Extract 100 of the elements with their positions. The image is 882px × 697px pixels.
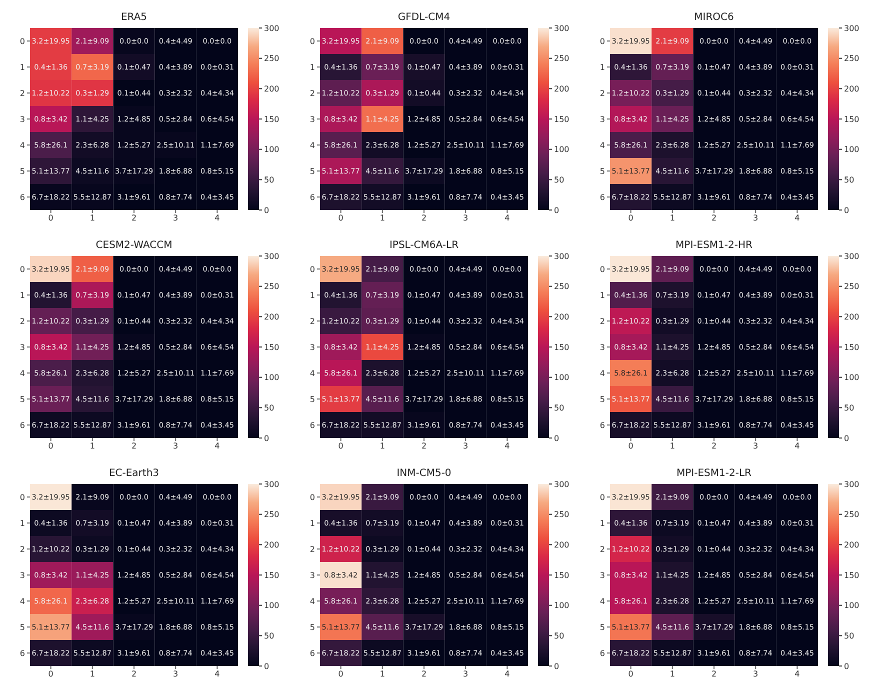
y-tick-label: 6 xyxy=(310,420,315,430)
y-tick-label: 2 xyxy=(600,544,605,554)
y-tick-label: 4 xyxy=(310,596,315,606)
color-bar-label: 0 xyxy=(554,662,560,671)
y-tick-label: 5 xyxy=(310,622,315,632)
y-tick-label: 5 xyxy=(600,394,605,404)
color-bar-label: 0 xyxy=(554,206,560,215)
y-tick-label: 1 xyxy=(20,62,25,72)
y-tick-label: 6 xyxy=(20,420,25,430)
y-tick-label: 1 xyxy=(310,290,315,300)
color-bar-label: 300 xyxy=(264,24,280,33)
chart-title: MIROC6 xyxy=(693,12,735,23)
y-tick-label: 2 xyxy=(20,544,25,554)
y-tick-label: 3 xyxy=(20,342,25,352)
color-bar-label: 0 xyxy=(554,434,560,443)
y-tick-label: 1 xyxy=(310,62,315,72)
x-tick-label: 0 xyxy=(628,442,634,451)
color-bar-label: 150 xyxy=(554,342,570,352)
y-tick-label: 0 xyxy=(20,36,25,46)
y-tick-label: 5 xyxy=(20,166,25,176)
color-bar-label: 0 xyxy=(264,434,270,443)
x-tick-label: 3 xyxy=(173,214,178,223)
color-bar-label: 100 xyxy=(844,145,860,154)
x-tick-label: 4 xyxy=(214,214,220,223)
color-bar-label: 150 xyxy=(264,114,280,124)
color-bar-label: 250 xyxy=(844,54,860,64)
color-bar-label: 300 xyxy=(264,252,280,261)
y-tick-label: 2 xyxy=(20,316,25,326)
color-bar-label: 50 xyxy=(264,175,274,184)
color-bar-label: 200 xyxy=(554,540,570,550)
y-tick-label: 0 xyxy=(600,492,605,502)
y-tick-label: 3 xyxy=(20,570,25,580)
x-tick-label: 3 xyxy=(753,442,758,451)
x-tick-label: 2 xyxy=(131,670,137,679)
y-tick-label: 1 xyxy=(600,518,605,528)
color-bar-label: 150 xyxy=(264,342,280,352)
x-tick-label: 4 xyxy=(504,442,510,451)
color-bar-label: 50 xyxy=(554,403,564,412)
y-tick-label: 2 xyxy=(20,88,25,98)
x-tick-label: 0 xyxy=(48,214,54,223)
y-tick-label: 3 xyxy=(310,570,315,580)
y-tick-label: 5 xyxy=(600,166,605,176)
color-bar-label: 50 xyxy=(554,631,564,640)
y-tick-label: 2 xyxy=(310,316,315,326)
y-tick-label: 1 xyxy=(20,518,25,528)
color-bar-label: 300 xyxy=(264,480,280,489)
y-tick-label: 4 xyxy=(600,140,605,150)
color-bar-label: 100 xyxy=(554,601,570,610)
x-tick-label: 3 xyxy=(463,442,468,451)
x-tick-label: 3 xyxy=(753,670,758,679)
y-tick-label: 5 xyxy=(310,166,315,176)
color-bar-label: 100 xyxy=(264,373,280,382)
x-tick-label: 0 xyxy=(338,670,344,679)
color-bar-label: 100 xyxy=(844,601,860,610)
x-tick-label: 1 xyxy=(670,670,675,679)
x-tick-label: 4 xyxy=(794,214,800,223)
color-bar-label: 250 xyxy=(554,54,570,64)
x-tick-label: 1 xyxy=(380,442,385,451)
y-tick-label: 0 xyxy=(20,492,25,502)
color-bar-label: 300 xyxy=(844,24,860,33)
y-tick-label: 6 xyxy=(310,648,315,658)
y-tick-label: 6 xyxy=(600,192,605,202)
color-bar-label: 200 xyxy=(844,540,860,550)
y-tick-label: 0 xyxy=(600,36,605,46)
x-tick-label: 3 xyxy=(173,442,178,451)
x-tick-label: 2 xyxy=(711,670,717,679)
y-tick-label: 4 xyxy=(310,368,315,378)
chart-title: IPSL-CM6A-LR xyxy=(388,240,460,251)
x-tick-label: 3 xyxy=(463,670,468,679)
x-tick-label: 1 xyxy=(90,670,95,679)
color-bar-label: 200 xyxy=(844,84,860,94)
y-tick-label: 2 xyxy=(310,544,315,554)
color-bar-label: 0 xyxy=(844,662,850,671)
color-bar-label: 50 xyxy=(844,175,854,184)
color-bar-label: 200 xyxy=(554,312,570,322)
color-bar-label: 0 xyxy=(264,662,270,671)
x-tick-label: 1 xyxy=(670,442,675,451)
color-bar-label: 200 xyxy=(264,540,280,550)
color-bar-label: 0 xyxy=(844,434,850,443)
chart-title: GFDL-CM4 xyxy=(396,12,452,23)
y-tick-label: 5 xyxy=(20,622,25,632)
y-tick-label: 1 xyxy=(310,518,315,528)
y-tick-label: 4 xyxy=(20,596,25,606)
y-tick-label: 4 xyxy=(600,596,605,606)
y-tick-label: 0 xyxy=(310,492,315,502)
chart-title: EC-Earth3 xyxy=(108,468,160,479)
y-tick-label: 6 xyxy=(20,192,25,202)
color-bar-label: 50 xyxy=(844,403,854,412)
x-tick-label: 2 xyxy=(421,670,427,679)
x-tick-label: 1 xyxy=(380,670,385,679)
y-tick-label: 6 xyxy=(20,648,25,658)
y-tick-label: 3 xyxy=(20,114,25,124)
y-tick-label: 4 xyxy=(20,368,25,378)
color-bar-label: 300 xyxy=(844,252,860,261)
x-tick-label: 4 xyxy=(214,442,220,451)
x-tick-label: 2 xyxy=(131,442,137,451)
x-tick-label: 1 xyxy=(670,214,675,223)
color-bar-label: 200 xyxy=(264,84,280,94)
color-bar-label: 250 xyxy=(844,282,860,292)
color-bar-label: 200 xyxy=(844,312,860,322)
